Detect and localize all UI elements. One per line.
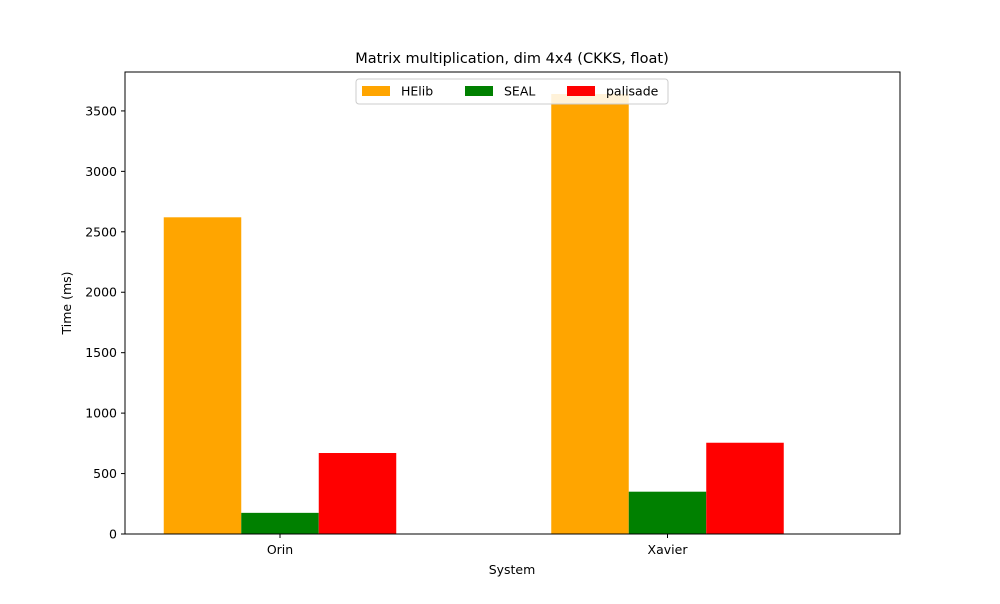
- legend-label-helib: HElib: [401, 84, 433, 99]
- legend-label-seal: SEAL: [504, 84, 535, 99]
- y-tick-label: 3500: [85, 103, 117, 118]
- x-tick-label: Orin: [267, 542, 293, 557]
- legend-swatch-palisade: [567, 86, 595, 96]
- bar-palisade-xavier: [706, 442, 784, 534]
- legend-label-palisade: palisade: [606, 84, 659, 99]
- legend-swatch-seal: [465, 86, 493, 96]
- bars-layer: [163, 94, 784, 535]
- y-tick-label: 500: [93, 466, 117, 481]
- y-tick-label: 3000: [85, 164, 117, 179]
- y-tick-label: 1500: [85, 345, 117, 360]
- legend: HElib SEAL palisade: [355, 78, 669, 105]
- legend-frame: [355, 78, 669, 105]
- y-tick-label: 1000: [85, 406, 117, 421]
- y-tick-label: 0: [109, 527, 117, 542]
- x-axis-label: System: [489, 562, 536, 577]
- bar-seal-orin: [241, 512, 319, 534]
- plot-frame: [124, 71, 901, 535]
- x-axis: Orin Xavier: [267, 534, 689, 557]
- bar-helib-xavier: [551, 94, 629, 534]
- y-axis-label: Time (ms): [59, 271, 74, 335]
- y-tick-label: 2500: [85, 224, 117, 239]
- bar-seal-xavier: [628, 491, 707, 534]
- y-axis: 0 500 1000 1500 2000 2500 3000 3500: [85, 103, 125, 542]
- bar-palisade-orin: [318, 453, 397, 534]
- y-tick-label: 2000: [85, 285, 117, 300]
- chart-title: Matrix multiplication, dim 4x4 (CKKS, fl…: [355, 51, 669, 67]
- x-tick-label: Xavier: [648, 542, 689, 557]
- bar-helib-orin: [163, 217, 242, 535]
- legend-swatch-helib: [362, 86, 390, 96]
